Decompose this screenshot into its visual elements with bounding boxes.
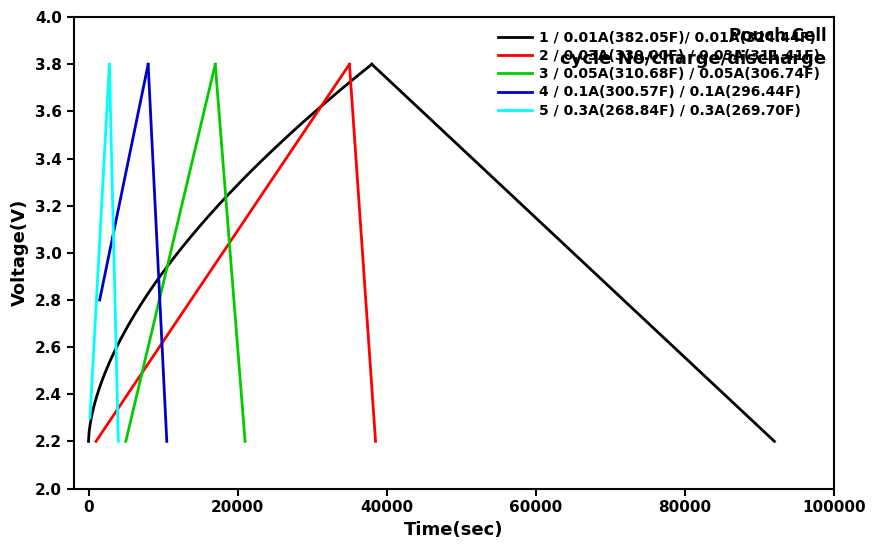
1 / 0.01A(382.05F)/ 0.01A(324.44F)	[367, 61, 377, 68]
Line: 1 / 0.01A(382.05F)/ 0.01A(324.44F): 1 / 0.01A(382.05F)/ 0.01A(324.44F)	[89, 64, 372, 442]
1 / 0.01A(382.05F)/ 0.01A(324.44F)	[217, 197, 228, 204]
5 / 0.3A(268.84F) / 0.3A(269.70F)	[104, 61, 115, 68]
3 / 0.05A(310.68F) / 0.05A(306.74F)	[120, 438, 131, 445]
3 / 0.05A(310.68F) / 0.05A(306.74F)	[210, 61, 220, 68]
Line: 4 / 0.1A(300.57F) / 0.1A(296.44F): 4 / 0.1A(300.57F) / 0.1A(296.44F)	[100, 64, 148, 300]
X-axis label: Time(sec): Time(sec)	[404, 521, 503, 539]
4 / 0.1A(300.57F) / 0.1A(296.44F)	[143, 61, 153, 68]
5 / 0.3A(268.84F) / 0.3A(269.70F)	[85, 415, 96, 421]
Legend: 1 / 0.01A(382.05F)/ 0.01A(324.44F), 2 / 0.03A(330.00F) / 0.03A(311.41F), 3 / 0.0: 1 / 0.01A(382.05F)/ 0.01A(324.44F), 2 / …	[490, 24, 827, 125]
Line: 3 / 0.05A(310.68F) / 0.05A(306.74F): 3 / 0.05A(310.68F) / 0.05A(306.74F)	[125, 64, 215, 442]
1 / 0.01A(382.05F)/ 0.01A(324.44F)	[219, 195, 230, 202]
1 / 0.01A(382.05F)/ 0.01A(324.44F)	[252, 162, 262, 168]
1 / 0.01A(382.05F)/ 0.01A(324.44F)	[237, 177, 247, 184]
2 / 0.03A(330.00F) / 0.03A(311.41F)	[90, 438, 101, 445]
1 / 0.01A(382.05F)/ 0.01A(324.44F)	[83, 438, 94, 445]
4 / 0.1A(300.57F) / 0.1A(296.44F)	[95, 296, 105, 303]
Line: 2 / 0.03A(330.00F) / 0.03A(311.41F): 2 / 0.03A(330.00F) / 0.03A(311.41F)	[96, 64, 349, 442]
2 / 0.03A(330.00F) / 0.03A(311.41F)	[344, 61, 354, 68]
1 / 0.01A(382.05F)/ 0.01A(324.44F)	[316, 103, 326, 110]
Text: Pouch Cell: Pouch Cell	[729, 26, 826, 45]
Y-axis label: Voltage(V): Voltage(V)	[11, 199, 29, 306]
Text: cycle No/charge/discharge: cycle No/charge/discharge	[560, 50, 826, 68]
Line: 5 / 0.3A(268.84F) / 0.3A(269.70F): 5 / 0.3A(268.84F) / 0.3A(269.70F)	[90, 64, 110, 418]
1 / 0.01A(382.05F)/ 0.01A(324.44F)	[360, 67, 370, 73]
